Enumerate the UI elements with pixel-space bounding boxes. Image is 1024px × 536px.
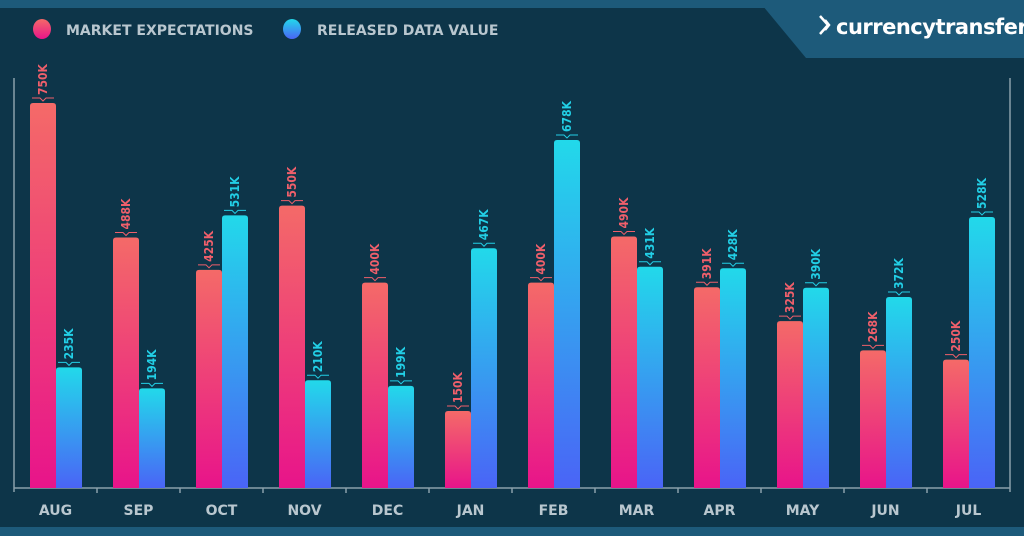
- x-tick-label: NOV: [287, 503, 321, 519]
- logo: currencytransfer: [819, 15, 1024, 39]
- data-label: 428K: [726, 229, 740, 261]
- value-bracket: [722, 262, 744, 268]
- value-bracket: [696, 281, 718, 286]
- x-tick-label: DEC: [372, 503, 403, 519]
- value-bracket: [390, 380, 412, 385]
- data-label: 467K: [477, 209, 491, 241]
- bar-released: [803, 287, 829, 488]
- x-tick-label: JAN: [456, 503, 485, 519]
- bar-expectations: [860, 350, 886, 488]
- value-bracket: [115, 231, 137, 237]
- data-label: 400K: [534, 243, 548, 275]
- legend-label-released: RELEASED DATA VALUE: [317, 23, 498, 39]
- bar-expectations: [362, 282, 388, 488]
- value-bracket: [945, 354, 967, 359]
- bar-expectations: [279, 205, 305, 488]
- data-label: 250K: [949, 320, 963, 352]
- x-tick-label: OCT: [206, 503, 238, 519]
- data-label: 431K: [643, 227, 657, 259]
- value-bracket: [613, 230, 635, 236]
- data-label: 194K: [145, 349, 159, 381]
- bar-released: [554, 139, 580, 488]
- value-bracket: [971, 211, 993, 216]
- legend-swatch-expectations: [33, 19, 51, 39]
- value-bracket: [364, 277, 386, 282]
- data-label: 372K: [892, 258, 906, 290]
- value-bracket: [307, 374, 329, 379]
- bar-expectations: [777, 321, 803, 488]
- data-label: 325K: [783, 282, 797, 314]
- bar-released: [305, 380, 331, 488]
- data-label: 390K: [809, 248, 823, 280]
- value-bracket: [32, 97, 54, 102]
- bar-expectations: [196, 269, 222, 488]
- data-label: 531K: [228, 176, 242, 208]
- value-bracket: [473, 242, 495, 247]
- data-label: 750K: [36, 63, 50, 95]
- bar-expectations: [445, 411, 471, 488]
- data-label: 268K: [866, 311, 880, 343]
- value-bracket: [58, 361, 80, 367]
- logo-icon: [819, 15, 831, 35]
- value-bracket: [888, 291, 910, 296]
- value-bracket: [224, 209, 246, 215]
- data-label: 391K: [700, 248, 714, 280]
- bar-released: [969, 216, 995, 488]
- value-bracket: [530, 277, 552, 282]
- data-label: 488K: [119, 198, 133, 230]
- data-label: 235K: [62, 328, 76, 360]
- bar-expectations: [528, 282, 554, 488]
- legend-label-expectations: MARKET EXPECTATIONS: [66, 23, 254, 39]
- bar-released: [139, 388, 165, 488]
- value-bracket: [447, 405, 469, 410]
- x-tick-label: JUN: [870, 503, 899, 519]
- bar-expectations: [611, 236, 637, 488]
- data-label: 199K: [394, 346, 408, 378]
- bar-expectations: [30, 103, 56, 488]
- bar-expectations: [694, 287, 720, 488]
- x-tick-label: SEP: [124, 503, 154, 519]
- bar-released: [56, 367, 82, 488]
- top-band: [0, 0, 1024, 8]
- x-tick-label: JUL: [955, 503, 982, 519]
- value-bracket: [556, 134, 578, 139]
- data-label: 210K: [311, 341, 325, 373]
- x-tick-label: FEB: [539, 503, 569, 519]
- data-label: 425K: [202, 230, 216, 262]
- value-bracket: [805, 282, 827, 287]
- value-bracket: [198, 264, 220, 269]
- value-bracket: [639, 261, 661, 266]
- legend-swatch-released: [283, 19, 301, 39]
- legend: MARKET EXPECTATIONS RELEASED DATA VALUE: [33, 19, 498, 39]
- bar-released: [222, 215, 248, 489]
- logo-panel: [758, 0, 1024, 58]
- bar-expectations: [113, 237, 139, 488]
- logo-text: currencytransfer: [836, 15, 1024, 39]
- bar-released: [720, 268, 746, 488]
- bar-released: [388, 385, 414, 488]
- bar-released: [471, 248, 497, 488]
- x-tick-label: APR: [704, 503, 736, 519]
- x-tick-label: AUG: [39, 503, 72, 519]
- x-tick-label: MAY: [786, 503, 820, 519]
- bar-released: [886, 297, 912, 488]
- value-bracket: [779, 315, 801, 320]
- value-bracket: [281, 200, 303, 205]
- bottom-band: [0, 527, 1024, 536]
- value-bracket: [141, 382, 163, 388]
- data-label: 400K: [368, 243, 382, 275]
- bar-released: [637, 266, 663, 488]
- data-label: 528K: [975, 177, 989, 209]
- data-label: 550K: [285, 166, 299, 198]
- x-tick-label: MAR: [619, 503, 655, 519]
- value-bracket: [862, 344, 884, 350]
- data-label: 490K: [617, 197, 631, 229]
- data-label: 678K: [560, 100, 574, 132]
- data-label: 150K: [451, 371, 465, 403]
- bar-expectations: [943, 359, 969, 488]
